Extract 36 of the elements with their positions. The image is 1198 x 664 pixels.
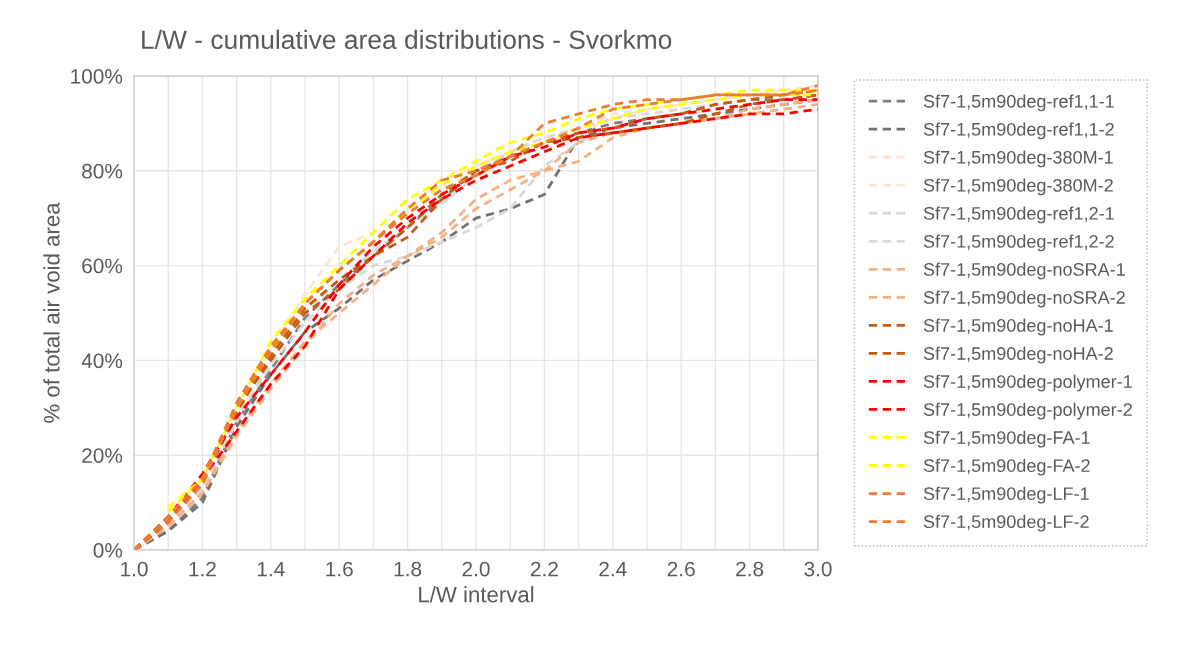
x-axis-title: L/W interval <box>419 586 534 603</box>
legend-label: Sf7-1,5m90deg-FA-2 <box>923 458 1090 476</box>
x-tick-label: 2.6 <box>667 561 695 577</box>
x-tick-label: 3.0 <box>804 561 832 577</box>
x-tick-label: 2.8 <box>736 561 764 577</box>
legend-label: Sf7-1,5m90deg-FA-1 <box>923 430 1090 448</box>
chart-title: L/W - cumulative area distributions - Svorkmo <box>142 29 672 50</box>
x-tick-label: 1.2 <box>189 561 216 577</box>
y-tick-label: 40% <box>81 353 123 369</box>
y-tick-label: 100% <box>71 69 123 84</box>
legend-label: Sf7-1,5m90deg-noHA-1 <box>923 318 1113 336</box>
legend-label: Sf7-1,5m90deg-380M-2 <box>923 178 1113 196</box>
x-tick-label: 2.4 <box>599 561 627 577</box>
legend-label: Sf7-1,5m90deg-noSRA-1 <box>923 262 1125 280</box>
legend-label: Sf7-1,5m90deg-LF-2 <box>923 514 1089 532</box>
legend-label: Sf7-1,5m90deg-polymer-2 <box>923 402 1132 420</box>
legend-label: Sf7-1,5m90deg-ref1,2-2 <box>923 234 1114 252</box>
legend-label: Sf7-1,5m90deg-polymer-1 <box>923 374 1132 392</box>
y-tick-label: 20% <box>82 448 123 463</box>
y-tick-label: 60% <box>82 258 123 274</box>
x-tick-label: 2.2 <box>530 561 558 577</box>
x-tick-label: 1.8 <box>394 561 422 577</box>
x-tick-label: 1.6 <box>326 561 353 577</box>
legend-label: Sf7-1,5m90deg-noSRA-2 <box>923 290 1125 308</box>
x-tick-label: 1.0 <box>121 561 148 577</box>
x-tick-label: 1.4 <box>257 561 285 577</box>
x-tick-label: 2.0 <box>462 561 490 577</box>
legend-label: Sf7-1,5m90deg-ref1,1-2 <box>923 122 1114 140</box>
legend-label: Sf7-1,5m90deg-380M-1 <box>923 150 1113 168</box>
legend-label: Sf7-1,5m90deg-ref1,1-1 <box>923 94 1114 112</box>
legend-label: Sf7-1,5m90deg-ref1,2-1 <box>923 206 1114 224</box>
legend-label: Sf7-1,5m90deg-noHA-2 <box>923 346 1113 364</box>
y-tick-label: 80% <box>82 163 123 179</box>
legend-label: Sf7-1,5m90deg-LF-1 <box>923 486 1089 504</box>
y-tick-label: 0% <box>93 543 123 558</box>
y-axis-title: % of total air void area <box>43 202 60 423</box>
